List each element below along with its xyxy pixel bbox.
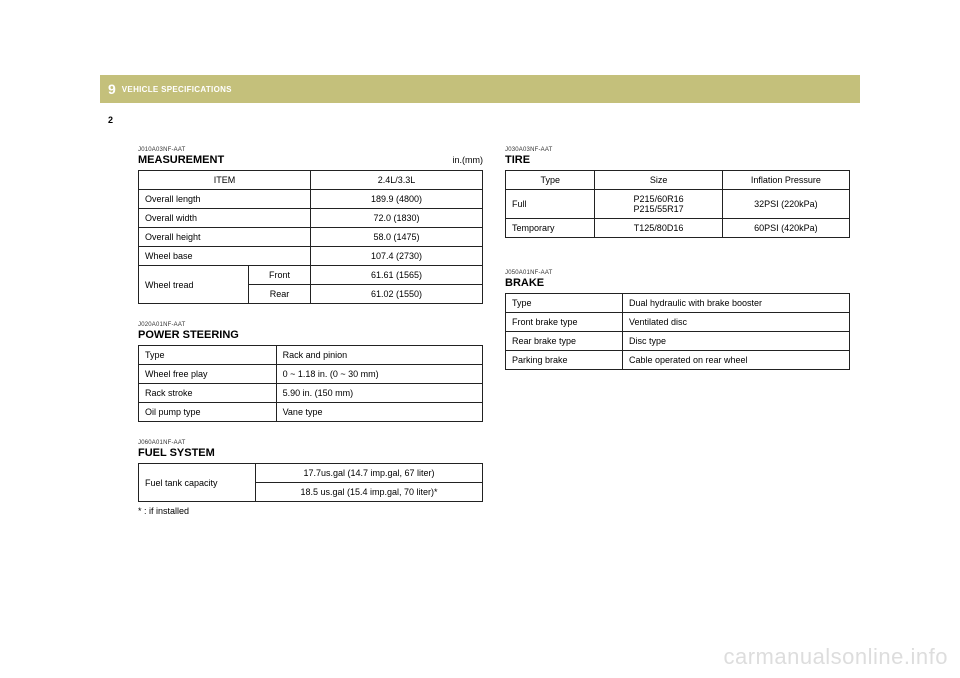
right-column: J030A03NF-AAT TIRE Type Size Inflation P… [505, 143, 850, 516]
table-cell: 189.9 (4800) [310, 190, 482, 209]
table-cell: Front [249, 266, 311, 285]
section-title: POWER STEERING [138, 329, 483, 341]
table-cell: Rack and pinion [276, 346, 482, 365]
table-cell: Rear [249, 285, 311, 304]
chapter-header-band: 9 VEHICLE SPECIFICATIONS [100, 75, 860, 103]
table-header: ITEM [139, 171, 311, 190]
table-cell: Front brake type [506, 313, 623, 332]
fuel-system-table: Fuel tank capacity 17.7us.gal (14.7 imp.… [138, 463, 483, 502]
table-cell: Parking brake [506, 351, 623, 370]
table-cell: Full [506, 190, 595, 219]
table-cell: Type [506, 294, 623, 313]
table-cell: Overall height [139, 228, 311, 247]
section-code: J030A03NF-AAT [505, 147, 850, 153]
table-cell: Disc type [622, 332, 849, 351]
table-cell: Ventilated disc [622, 313, 849, 332]
section-title: FUEL SYSTEM [138, 447, 483, 459]
table-cell: 58.0 (1475) [310, 228, 482, 247]
table-cell: 61.61 (1565) [310, 266, 482, 285]
table-cell: 18.5 us.gal (15.4 imp.gal, 70 liter)* [255, 483, 482, 502]
table-header: 2.4L/3.3L [310, 171, 482, 190]
unit-label: in.(mm) [453, 155, 484, 165]
table-cell: 60PSI (420kPa) [722, 219, 849, 238]
table-cell: Oil pump type [139, 403, 277, 422]
table-cell: 61.02 (1550) [310, 285, 482, 304]
section-code: J050A01NF-AAT [505, 270, 850, 276]
power-steering-table: Type Rack and pinion Wheel free play 0 ~… [138, 345, 483, 422]
table-cell: Temporary [506, 219, 595, 238]
table-cell: Overall length [139, 190, 311, 209]
table-header: Type [506, 171, 595, 190]
table-cell: Fuel tank capacity [139, 464, 256, 502]
table-cell: 5.90 in. (150 mm) [276, 384, 482, 403]
table-cell: Overall width [139, 209, 311, 228]
table-cell: 0 ~ 1.18 in. (0 ~ 30 mm) [276, 365, 482, 384]
page: 9 VEHICLE SPECIFICATIONS 2 J010A03NF-AAT… [100, 75, 860, 516]
section-title: MEASUREMENT [138, 154, 224, 166]
chapter-label: VEHICLE SPECIFICATIONS [122, 85, 232, 94]
section-title: BRAKE [505, 277, 850, 289]
table-cell: Rack stroke [139, 384, 277, 403]
tire-size-line: P215/60R16 [601, 194, 715, 204]
table-header: Inflation Pressure [722, 171, 849, 190]
table-cell: Cable operated on rear wheel [622, 351, 849, 370]
table-cell: 17.7us.gal (14.7 imp.gal, 67 liter) [255, 464, 482, 483]
table-cell: Wheel tread [139, 266, 249, 304]
table-cell: Vane type [276, 403, 482, 422]
table-cell: 32PSI (220kPa) [722, 190, 849, 219]
table-cell: Dual hydraulic with brake booster [622, 294, 849, 313]
section-code: J060A01NF-AAT [138, 440, 483, 446]
table-cell: Wheel free play [139, 365, 277, 384]
table-cell: T125/80D16 [595, 219, 722, 238]
section-title: TIRE [505, 154, 850, 166]
table-cell: P215/60R16 P215/55R17 [595, 190, 722, 219]
section-code: J020A01NF-AAT [138, 322, 483, 328]
left-column: J010A03NF-AAT MEASUREMENT in.(mm) ITEM 2… [138, 143, 483, 516]
section-heading-row: MEASUREMENT in.(mm) [138, 153, 483, 170]
table-header: Size [595, 171, 722, 190]
watermark: carmanualsonline.info [723, 644, 948, 670]
brake-table: Type Dual hydraulic with brake booster F… [505, 293, 850, 370]
tire-table: Type Size Inflation Pressure Full P215/6… [505, 170, 850, 238]
table-cell: Wheel base [139, 247, 311, 266]
table-cell: Type [139, 346, 277, 365]
table-cell: 72.0 (1830) [310, 209, 482, 228]
table-cell: 107.4 (2730) [310, 247, 482, 266]
measurement-table: ITEM 2.4L/3.3L Overall length 189.9 (480… [138, 170, 483, 304]
table-cell: Rear brake type [506, 332, 623, 351]
chapter-number: 9 [108, 81, 116, 97]
page-number: 2 [108, 115, 860, 125]
tire-size-line: P215/55R17 [601, 204, 715, 214]
content-columns: J010A03NF-AAT MEASUREMENT in.(mm) ITEM 2… [100, 143, 860, 516]
footnote: * : if installed [138, 506, 483, 516]
